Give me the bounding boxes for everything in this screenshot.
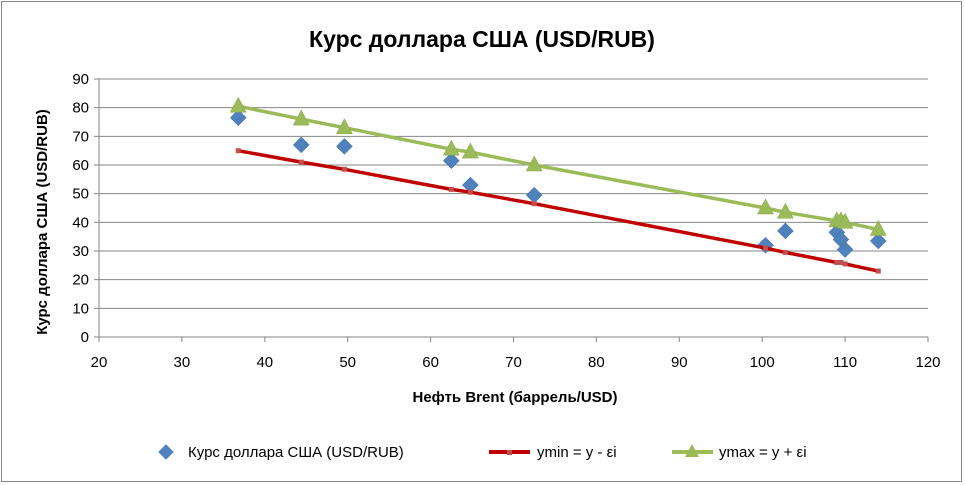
x-tick-label: 80 bbox=[588, 354, 605, 371]
data-point-square bbox=[467, 189, 473, 195]
data-point-diamond bbox=[336, 138, 353, 155]
y-tick-label: 30 bbox=[72, 243, 89, 260]
y-tick-label: 80 bbox=[72, 100, 89, 117]
y-tick-label: 50 bbox=[72, 186, 89, 203]
legend-triangle-marker bbox=[685, 444, 699, 457]
y-tick-label: 70 bbox=[72, 128, 89, 145]
series-layer bbox=[229, 96, 887, 274]
y-tick-label: 60 bbox=[72, 157, 89, 174]
y-axis-title: Курс доллара США (USD/RUB) bbox=[34, 109, 51, 335]
x-axis-title: Нефть Brent (баррель/USD) bbox=[412, 389, 617, 406]
legend-diamond-marker bbox=[158, 444, 174, 460]
data-point-triangle bbox=[229, 96, 247, 113]
data-point-square bbox=[448, 186, 454, 192]
legend-item-rate: Курс доллара США (USD/RUB) bbox=[158, 444, 404, 461]
y-tick-label: 40 bbox=[72, 214, 89, 231]
data-point-diamond bbox=[869, 232, 887, 250]
x-tick-label: 100 bbox=[750, 354, 775, 371]
data-point-square bbox=[842, 261, 848, 267]
x-tick-label: 90 bbox=[671, 354, 688, 371]
data-point-square bbox=[782, 249, 788, 255]
x-tick-label: 20 bbox=[91, 354, 108, 371]
data-point-diamond bbox=[836, 241, 854, 258]
y-tick-label: 90 bbox=[72, 71, 89, 88]
data-point-diamond bbox=[442, 152, 460, 170]
legend-label-rate: Курс доллара США (USD/RUB) bbox=[188, 444, 404, 461]
legend-label-ymax: ymax = y + εi bbox=[719, 444, 807, 461]
data-point-diamond bbox=[292, 136, 310, 154]
legend-label-ymin: ymin = y - εi bbox=[537, 444, 617, 461]
series-2 bbox=[229, 96, 887, 236]
x-tick-labels: 20 30 40 50 60 70 80 90 100 110 120 bbox=[91, 354, 941, 371]
x-tick-label: 110 bbox=[833, 354, 857, 371]
x-tick-label: 120 bbox=[915, 354, 940, 371]
grid-lines bbox=[99, 78, 928, 309]
data-point-diamond bbox=[229, 109, 247, 127]
data-point-triangle bbox=[461, 142, 479, 159]
series-1 bbox=[235, 148, 881, 274]
data-point-triangle bbox=[757, 198, 774, 215]
data-point-square bbox=[763, 245, 769, 251]
data-point-square bbox=[235, 148, 241, 154]
series-0 bbox=[229, 109, 887, 258]
x-tick-label: 40 bbox=[256, 354, 273, 371]
x-tick-label: 50 bbox=[339, 354, 356, 371]
data-point-square bbox=[834, 259, 840, 265]
x-tick-label: 30 bbox=[174, 354, 191, 371]
data-point-square bbox=[875, 268, 881, 274]
data-point-diamond bbox=[525, 186, 543, 204]
legend: Курс доллара США (USD/RUB) ymin = y - εi… bbox=[158, 444, 807, 461]
x-tick-label: 70 bbox=[505, 354, 522, 371]
data-point-square bbox=[298, 159, 304, 165]
data-point-triangle bbox=[292, 109, 310, 126]
x-tick-label: 60 bbox=[422, 354, 439, 371]
y-tick-label: 10 bbox=[72, 300, 89, 317]
data-point-triangle bbox=[776, 202, 794, 219]
data-point-triangle bbox=[335, 118, 353, 134]
data-point-square bbox=[531, 201, 537, 207]
data-point-diamond bbox=[777, 222, 794, 240]
y-tick-label: 20 bbox=[72, 272, 89, 289]
legend-item-ymin: ymin = y - εi bbox=[489, 444, 617, 461]
legend-item-ymax: ymax = y + εi bbox=[672, 444, 807, 461]
chart-title: Курс доллара США (USD/RUB) bbox=[309, 26, 655, 52]
data-point-triangle bbox=[525, 155, 543, 172]
y-tick-label: 0 bbox=[81, 329, 89, 346]
data-point-triangle bbox=[869, 219, 887, 236]
y-tick-labels: 0 10 20 30 40 50 60 70 80 90 bbox=[72, 71, 89, 346]
data-point-square bbox=[341, 166, 347, 172]
axes bbox=[94, 78, 929, 342]
data-point-triangle bbox=[836, 212, 854, 229]
data-point-square bbox=[838, 259, 844, 265]
legend-square-marker bbox=[507, 450, 512, 455]
data-point-triangle bbox=[442, 139, 460, 156]
